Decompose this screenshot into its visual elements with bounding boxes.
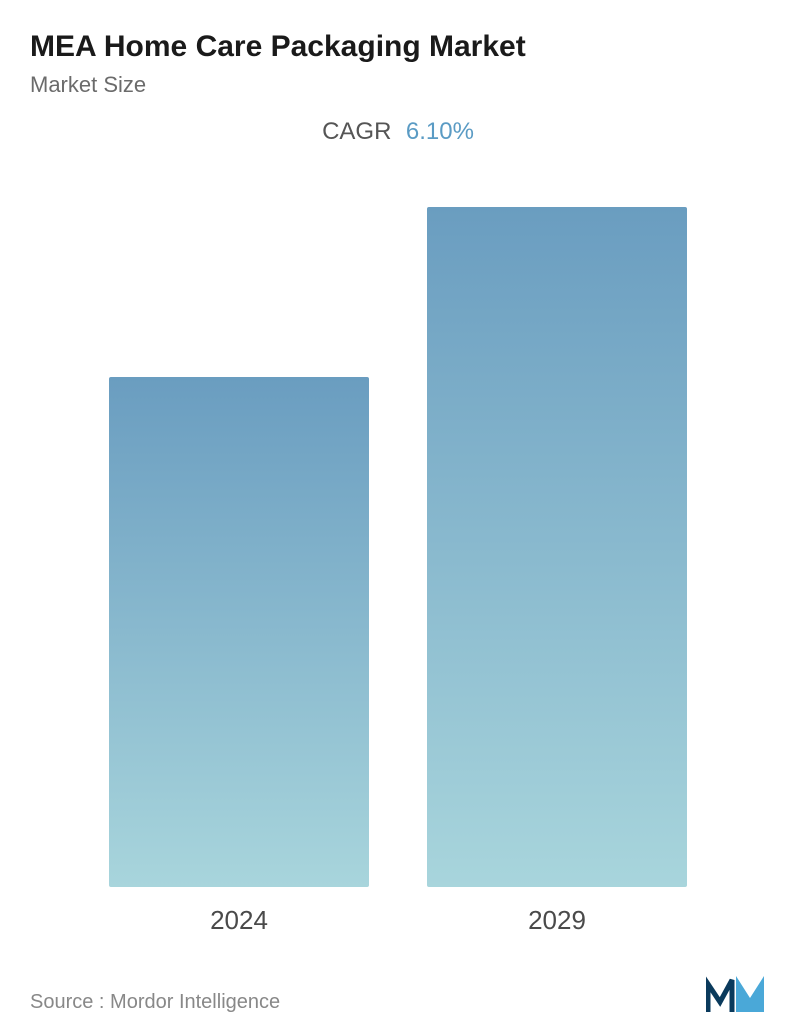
chart-plot-area: 2024 2029 <box>30 176 766 936</box>
cagr-row: CAGR 6.10% <box>30 118 766 146</box>
cagr-label: CAGR <box>322 118 391 145</box>
source-text: Source : Mordor Intelligence <box>30 991 280 1014</box>
chart-container: MEA Home Care Packaging Market Market Si… <box>0 0 796 1034</box>
bar-group-1: 2029 <box>417 207 697 936</box>
mordor-logo-icon <box>706 974 766 1014</box>
bar-label-2024: 2024 <box>210 905 268 936</box>
bar-group-0: 2024 <box>99 377 379 936</box>
cagr-value: 6.10% <box>406 118 474 145</box>
bar-2024 <box>109 377 369 887</box>
chart-title: MEA Home Care Packaging Market <box>30 30 766 64</box>
bar-label-2029: 2029 <box>528 905 586 936</box>
bar-2029 <box>427 207 687 887</box>
chart-subtitle: Market Size <box>30 72 766 98</box>
chart-footer: Source : Mordor Intelligence <box>30 956 766 1014</box>
